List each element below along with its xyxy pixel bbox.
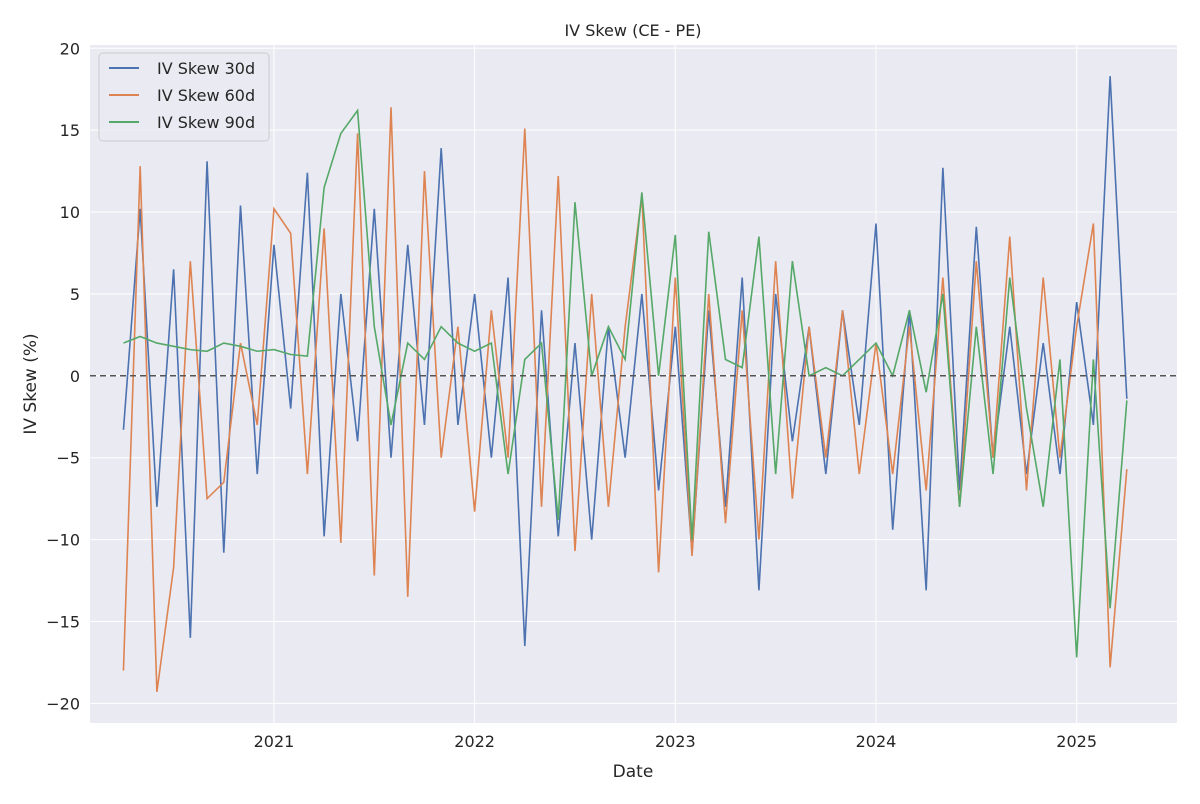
x-tick-label: 2024 [856,732,897,751]
y-tick-label: 15 [60,121,80,140]
legend-label: IV Skew 60d [157,86,255,105]
y-tick-label: −15 [46,612,80,631]
x-tick-label: 2023 [655,732,696,751]
y-tick-label: 0 [70,367,80,386]
y-tick-label: −5 [56,449,80,468]
y-tick-label: 10 [60,203,80,222]
chart-title: IV Skew (CE - PE) [564,21,701,40]
plot-area [90,45,1177,723]
x-axis-label: Date [613,762,654,782]
series-line-iv-skew-90d [123,108,1128,658]
series-line-iv-skew-30d [122,76,1128,647]
x-tick-label: 2021 [254,732,295,751]
legend: IV Skew 30d IV Skew 60d IV Skew 90d [98,52,270,142]
y-axis-label: IV Skew (%) [21,333,41,434]
legend-label: IV Skew 90d [157,113,255,132]
y-tick-label: −20 [46,694,80,713]
x-tick-label: 2022 [454,732,495,751]
y-tick-label: 5 [70,285,80,304]
legend-box [98,52,270,142]
legend-label: IV Skew 30d [157,59,255,78]
y-tick-label: −10 [46,531,80,550]
y-tick-label: 20 [60,39,80,58]
x-tick-label: 2025 [1056,732,1097,751]
